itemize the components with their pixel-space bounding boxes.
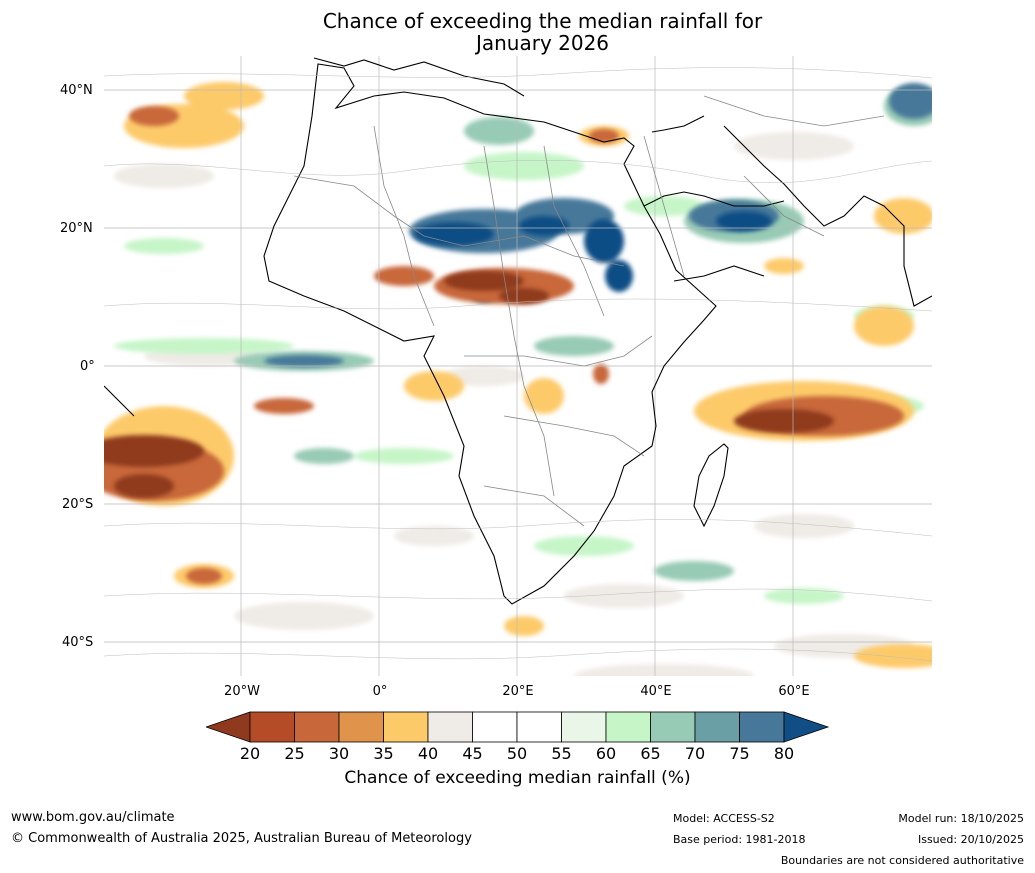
colorbar-tick-label: 35 bbox=[373, 744, 394, 763]
footer-issued: Issued: 20/10/2025 bbox=[917, 833, 1024, 846]
colorbar-tick-label: 65 bbox=[640, 744, 661, 763]
colorbar-segment bbox=[605, 711, 651, 743]
colorbar bbox=[206, 711, 830, 743]
colorbar-tick-label: 20 bbox=[239, 744, 261, 763]
footer-disclaimer: Boundaries are not considered authoritat… bbox=[780, 854, 1024, 867]
colorbar-label: Chance of exceeding median rainfall (%) bbox=[344, 768, 691, 788]
colorbar-tick-label: 75 bbox=[729, 744, 750, 763]
lon-label-40e: 40°E bbox=[640, 684, 672, 699]
colorbar-tick-label: 45 bbox=[462, 744, 483, 763]
coastlines bbox=[104, 57, 932, 605]
graticule bbox=[104, 56, 932, 676]
colorbar-arrow-low bbox=[206, 711, 251, 743]
lat-label-40n: 40°N bbox=[60, 83, 93, 98]
lon-label-60e: 60°E bbox=[778, 684, 810, 699]
colorbar-segment bbox=[472, 711, 518, 743]
colorbar-segment bbox=[739, 711, 785, 743]
footer-model-run: Model run: 18/10/2025 bbox=[898, 812, 1024, 825]
colorbar-tick-label: 25 bbox=[284, 744, 305, 763]
lat-label-40s: 40°S bbox=[62, 635, 94, 650]
footer-website[interactable]: www.bom.gov.au/climate bbox=[11, 810, 175, 825]
map-title-line2: January 2026 bbox=[475, 31, 610, 55]
lat-label-0: 0° bbox=[80, 359, 95, 374]
colorbar-tick-label: 60 bbox=[595, 744, 617, 763]
colorbar-segment bbox=[516, 711, 562, 743]
contour-lines bbox=[104, 67, 932, 662]
lat-label-20s: 20°S bbox=[62, 497, 94, 512]
country-borders bbox=[293, 95, 885, 527]
map-title-line1: Chance of exceeding the median rainfall … bbox=[322, 9, 763, 33]
colorbar-tick-label: 80 bbox=[773, 744, 795, 763]
colorbar-segment bbox=[694, 711, 740, 743]
colorbar-segment bbox=[294, 711, 340, 743]
lon-label-20w: 20°W bbox=[224, 684, 260, 699]
colorbar-segment bbox=[561, 711, 607, 743]
footer-model: Model: ACCESS-S2 bbox=[673, 812, 775, 825]
colorbar-segment bbox=[427, 711, 473, 743]
colorbar-tick-label: 50 bbox=[506, 744, 528, 763]
rainfall-map bbox=[104, 56, 932, 676]
lat-label-20n: 20°N bbox=[60, 221, 93, 236]
colorbar-tick-label: 55 bbox=[551, 744, 572, 763]
colorbar-segment bbox=[249, 711, 295, 743]
colorbar-tick-label: 30 bbox=[328, 744, 350, 763]
colorbar-tick-label: 70 bbox=[684, 744, 706, 763]
colorbar-segment bbox=[650, 711, 696, 743]
footer-copyright: © Commonwealth of Australia 2025, Austra… bbox=[11, 831, 472, 846]
lon-label-0: 0° bbox=[372, 684, 388, 699]
footer-base-period: Base period: 1981-2018 bbox=[673, 833, 806, 846]
colorbar-segment bbox=[338, 711, 384, 743]
colorbar-segment bbox=[383, 711, 429, 743]
colorbar-tick-label: 40 bbox=[417, 744, 439, 763]
lon-label-20e: 20°E bbox=[502, 684, 534, 699]
colorbar-arrow-high bbox=[783, 711, 830, 743]
dry-strong-patches bbox=[104, 271, 834, 498]
